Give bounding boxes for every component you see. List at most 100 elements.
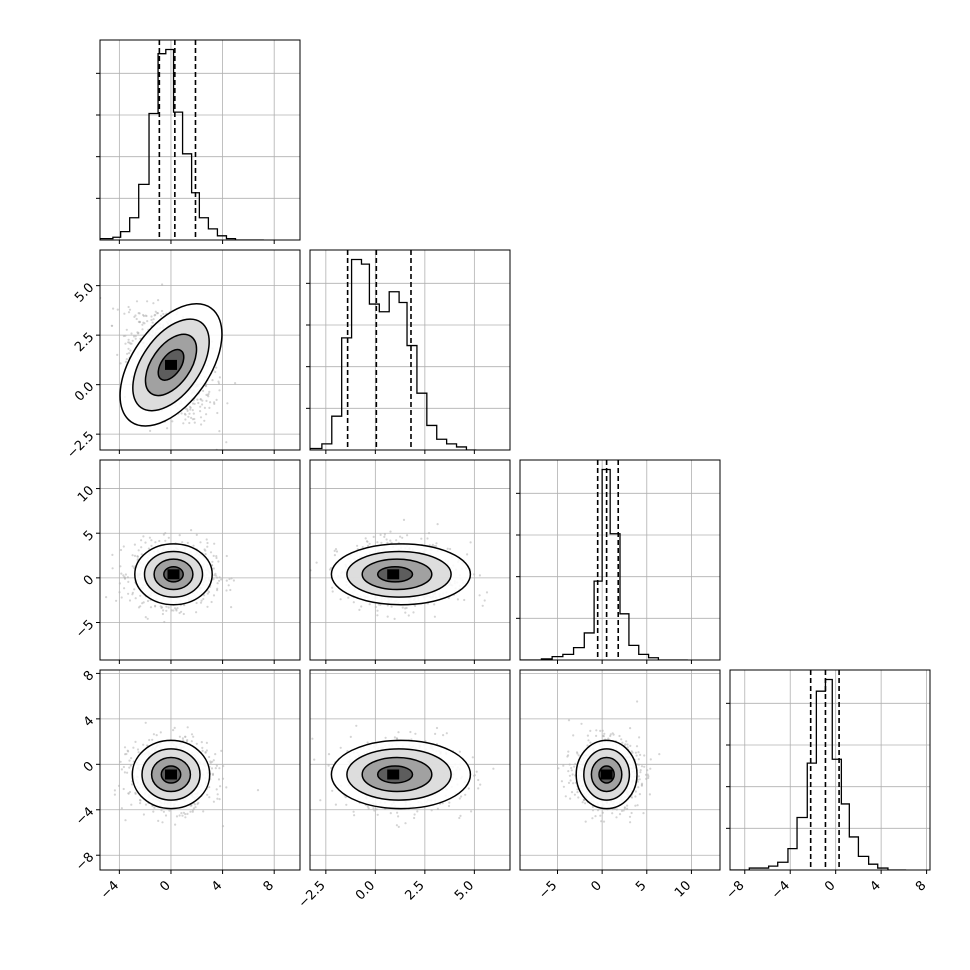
scatter-point	[478, 574, 481, 577]
scatter-point	[213, 402, 216, 405]
scatter-point	[182, 612, 185, 616]
scatter-point	[216, 582, 219, 585]
scatter-point	[193, 421, 196, 424]
scatter-point	[218, 389, 221, 392]
scatter-point	[203, 419, 206, 422]
scatter-point	[119, 565, 122, 568]
scatter-point	[218, 376, 221, 379]
scatter-point	[212, 759, 215, 762]
scatter-point	[200, 423, 203, 426]
scatter-point	[133, 554, 137, 558]
scatter-point	[122, 765, 125, 769]
scatter-point	[367, 807, 370, 810]
scatter-point	[203, 594, 206, 597]
scatter-point	[151, 321, 154, 324]
scatter-point	[637, 763, 641, 766]
scatter-point	[146, 300, 149, 303]
scatter-point	[127, 341, 130, 344]
scatter-point	[621, 741, 624, 744]
scatter-point	[229, 588, 232, 592]
scatter-point	[615, 816, 618, 819]
scatter-point	[191, 418, 194, 421]
scatter-point	[404, 611, 407, 614]
x-tick-label: −2.5	[296, 878, 329, 911]
scatter-point	[154, 541, 157, 544]
scatter-point	[478, 594, 481, 597]
scatter-point	[206, 793, 209, 796]
scatter-point	[225, 441, 228, 444]
scatter-point	[199, 405, 202, 408]
scatter-point	[156, 312, 159, 315]
scatter-point	[470, 810, 473, 813]
scatter-point	[375, 808, 378, 811]
scatter-point	[205, 393, 208, 396]
scatter-point	[131, 339, 134, 342]
scatter-point	[458, 750, 461, 753]
scatter-point	[141, 328, 144, 331]
scatter-point	[196, 398, 199, 401]
scatter-point	[218, 767, 221, 770]
scatter-point	[113, 793, 116, 796]
scatter-point	[629, 821, 632, 824]
scatter-point	[347, 596, 350, 599]
scatter-point	[366, 741, 369, 744]
scatter-point	[571, 773, 574, 776]
scatter-point	[623, 806, 627, 809]
scatter-point	[208, 390, 211, 393]
scatter-point	[217, 380, 220, 383]
scatter-point	[658, 753, 661, 756]
scatter-point	[202, 389, 205, 392]
scatter-point	[119, 548, 123, 552]
scatter-point	[124, 334, 127, 337]
scatter-point	[376, 614, 379, 617]
scatter-point	[463, 598, 466, 602]
panel-frame	[309, 459, 511, 661]
scatter-point	[178, 735, 181, 738]
scatter-point	[128, 599, 132, 602]
density-peak	[165, 769, 177, 780]
scatter-point	[600, 820, 603, 823]
scatter-point	[576, 791, 579, 794]
scatter-point	[164, 539, 167, 542]
scatter-point	[355, 724, 358, 727]
scatter-point	[160, 309, 164, 313]
scatter-point	[192, 807, 195, 810]
pair-panel-3-2: −5 0 5 10	[519, 669, 721, 902]
scatter-point	[466, 553, 469, 556]
scatter-point	[137, 549, 140, 552]
scatter-point	[131, 554, 134, 557]
scatter-point	[130, 757, 133, 760]
panel-frame	[99, 39, 301, 241]
scatter-point	[227, 584, 230, 587]
scatter-point	[118, 591, 121, 594]
scatter-point	[218, 798, 221, 801]
scatter-point	[205, 741, 208, 745]
pair-panel-3-1: −2.5 0.0 2.5 5.0	[296, 669, 511, 911]
scatter-point	[126, 749, 129, 752]
scatter-point	[214, 572, 217, 575]
scatter-point	[170, 609, 173, 612]
scatter-point	[595, 734, 598, 738]
scatter-point	[477, 787, 480, 790]
scatter-point	[149, 606, 153, 609]
scatter-point	[207, 392, 210, 395]
scatter-point	[126, 771, 129, 774]
scatter-point	[380, 541, 383, 544]
scatter-point	[335, 550, 339, 553]
scatter-point	[172, 609, 175, 612]
scatter-point	[218, 576, 221, 579]
scatter-point	[389, 812, 392, 815]
scatter-point	[626, 807, 629, 810]
scatter-point	[433, 615, 436, 618]
scatter-point	[126, 576, 129, 579]
scatter-point	[393, 617, 396, 621]
scatter-point	[129, 764, 132, 767]
scatter-point	[138, 798, 142, 802]
scatter-point	[458, 797, 461, 800]
scatter-point	[216, 797, 219, 800]
hist-panel-0	[96, 39, 301, 244]
scatter-point	[383, 533, 386, 536]
scatter-point	[574, 762, 577, 766]
scatter-point	[157, 299, 160, 302]
